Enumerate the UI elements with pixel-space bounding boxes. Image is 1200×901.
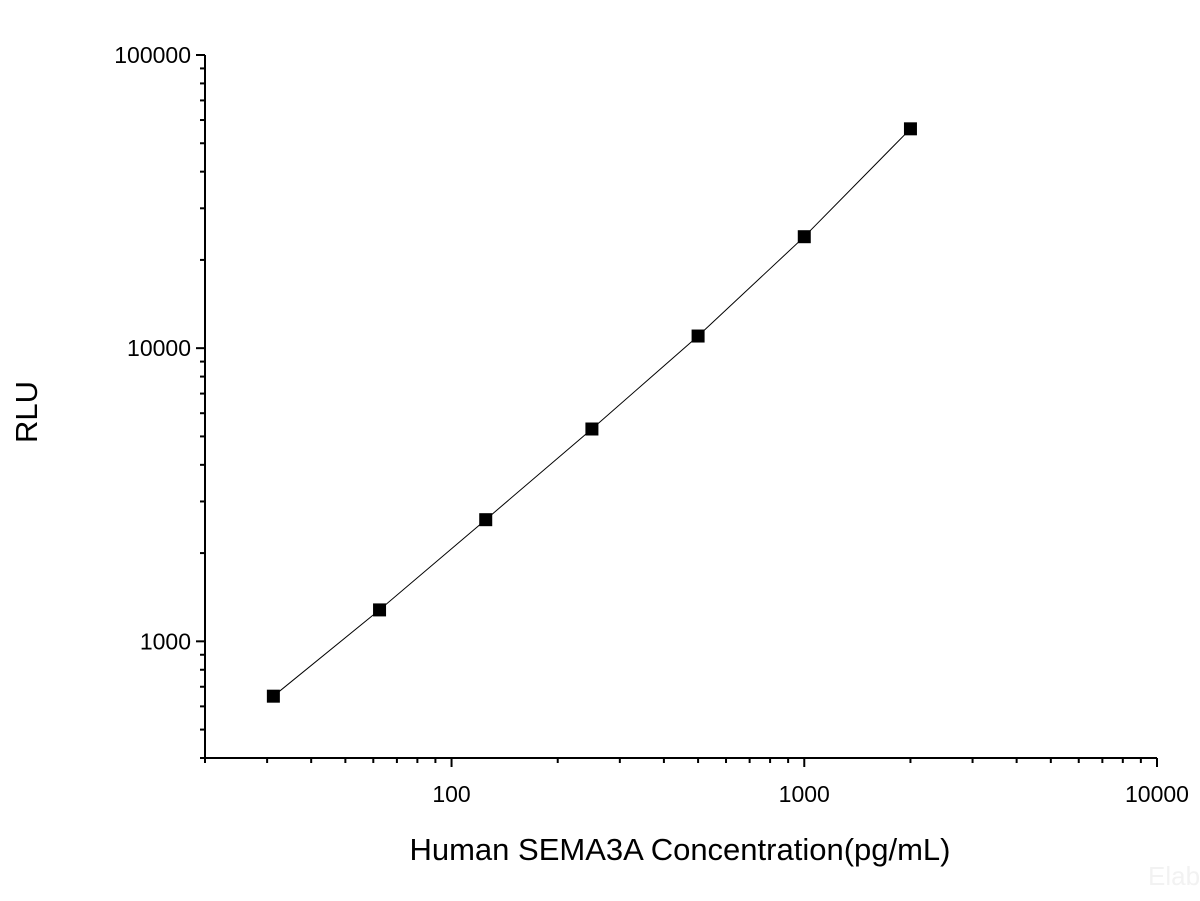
- x-tick-label: 1000: [779, 781, 830, 807]
- plot-area: [266, 122, 917, 703]
- y-axis-title: RLU: [9, 381, 44, 443]
- data-point: [479, 513, 493, 527]
- data-point: [266, 689, 280, 703]
- watermark: Elab: [1148, 861, 1200, 891]
- data-point: [373, 603, 387, 617]
- series-line: [273, 128, 911, 697]
- y-axis: 1000 10000 100000: [114, 42, 206, 759]
- data-point: [691, 329, 705, 343]
- data-point: [585, 422, 599, 436]
- data-point: [903, 122, 917, 136]
- x-axis-title: Human SEMA3A Concentration(pg/mL): [409, 832, 950, 867]
- y-tick-label: 10000: [127, 335, 191, 361]
- x-tick-label: 100: [432, 781, 470, 807]
- data-point: [797, 230, 811, 244]
- y-tick-label: 1000: [140, 628, 191, 654]
- x-axis: 100 1000 10000: [204, 757, 1189, 807]
- y-tick-label: 100000: [114, 42, 191, 68]
- x-tick-label: 10000: [1125, 781, 1189, 807]
